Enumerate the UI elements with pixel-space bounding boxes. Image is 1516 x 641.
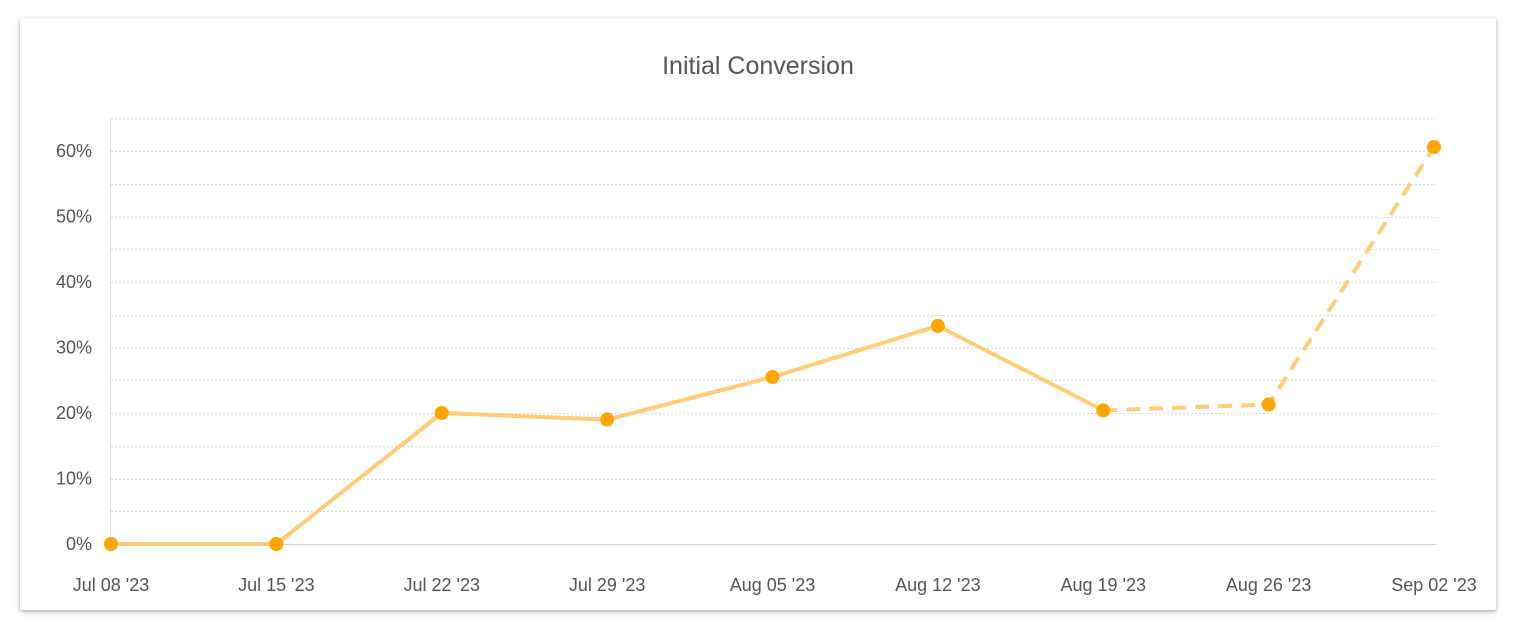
data-point [269,537,284,551]
data-points [104,140,1441,551]
y-tick-label: 20% [56,403,92,423]
x-tick-label: Jul 22 '23 [404,575,481,595]
x-tick-label: Aug 19 '23 [1060,575,1146,595]
y-tick-label: 10% [56,469,92,489]
data-point [765,369,780,384]
data-point [600,412,615,427]
x-tick-label: Jul 29 '23 [569,575,646,595]
grid-lines [111,118,1436,512]
line-chart: 0% 10% 20% 30% 40% 50% 60% Jul 08 '23 Jul 15 '2… [56,118,1477,595]
x-tick-label: Aug 05 '23 [730,575,816,595]
y-tick-label: 30% [56,338,92,358]
y-tick-label: 0% [66,534,92,554]
series-lines [109,146,1436,546]
axes [110,118,1436,545]
chart-title: Initial Conversion [662,52,854,80]
data-point [1427,140,1441,155]
data-point [434,406,449,420]
y-tick-label: 40% [56,272,92,292]
x-tick-label: Aug 12 '23 [895,575,981,595]
data-point [1261,397,1276,412]
series-line-projected [1103,146,1436,413]
x-tick-label: Aug 26 '23 [1226,575,1312,595]
y-tick-label: 50% [56,207,92,227]
data-point [930,318,945,333]
y-tick-labels: 0% 10% 20% 30% 40% 50% 60% [56,141,92,554]
y-tick-label: 60% [56,141,92,161]
x-tick-label: Jul 08 '23 [73,575,150,595]
x-tick-labels: Jul 08 '23 Jul 15 '23 Jul 22 '23 Jul 29 '23… [73,575,1477,595]
x-tick-label: Sep 02 '23 [1391,575,1477,595]
x-tick-label: Jul 15 '23 [238,575,315,595]
data-point [104,537,118,551]
chart-card: Initial Conversion 0% 10% 20% 30% 40% 50% 60% … [20,18,1496,610]
data-point [1096,403,1111,418]
